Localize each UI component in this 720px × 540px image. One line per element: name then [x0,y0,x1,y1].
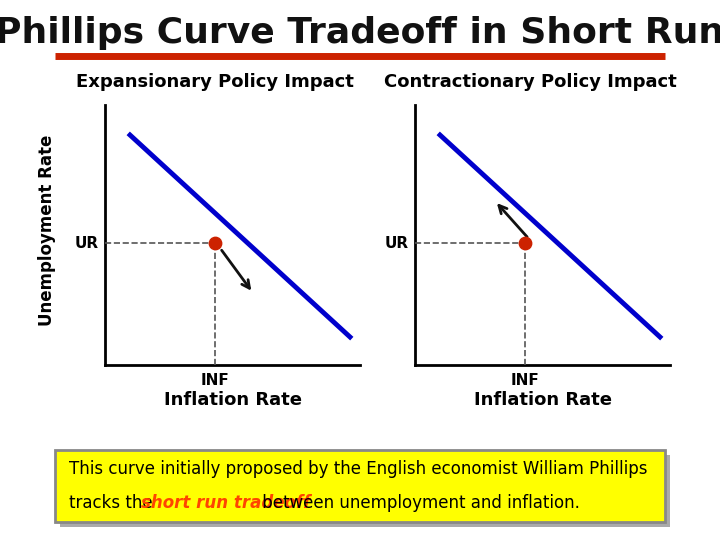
Point [210,239,221,247]
Text: UR: UR [75,235,99,251]
Text: Unemployment Rate: Unemployment Rate [38,134,56,326]
Point [519,239,531,247]
Text: between unemployment and inflation.: between unemployment and inflation. [257,494,580,512]
Text: Inflation Rate: Inflation Rate [474,391,611,409]
Text: Expansionary Policy Impact: Expansionary Policy Impact [76,73,354,91]
Text: short run tradeoff: short run tradeoff [141,494,310,512]
Bar [55,450,665,522]
Text: Inflation Rate: Inflation Rate [163,391,302,409]
Text: UR: UR [385,235,409,251]
Bar [60,455,670,527]
Text: This curve initially proposed by the English economist William Phillips: This curve initially proposed by the Eng… [69,460,647,478]
Text: INF: INF [201,373,230,388]
Text: INF: INF [510,373,539,388]
Text: Phillips Curve Tradeoff in Short Run: Phillips Curve Tradeoff in Short Run [0,16,720,50]
Text: Contractionary Policy Impact: Contractionary Policy Impact [384,73,676,91]
Text: tracks the: tracks the [69,494,158,512]
